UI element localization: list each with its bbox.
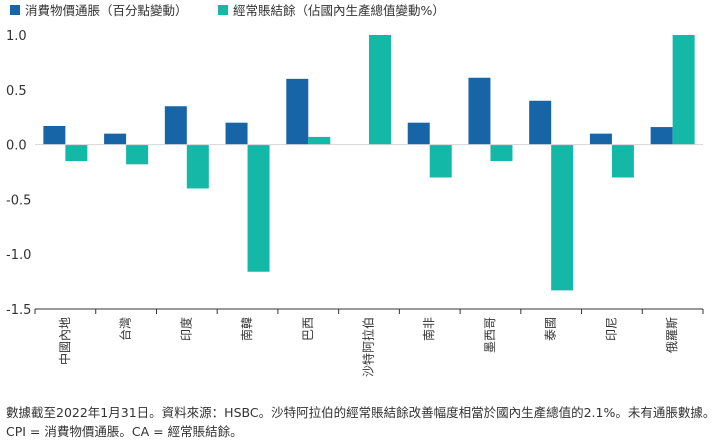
y-tick-label: 0.0 xyxy=(6,139,27,154)
category-label: 南非 xyxy=(421,317,436,341)
bar-chart: 消費物價通脹（百分點變動） 經常賬結餘（佔國內生產總值變動%） 1.0 0.5 0.0… xyxy=(6,3,704,377)
y-axis: 1.0 0.5 0.0 -0.5 -1.0 -1.5 xyxy=(6,29,31,318)
bar-cpi-9 xyxy=(589,133,612,145)
x-axis-ticks xyxy=(34,309,704,314)
bar-ca-4 xyxy=(308,136,331,145)
bar-cpi-0 xyxy=(43,125,66,145)
category-label: 中國內地 xyxy=(57,317,72,365)
bar-ca-3 xyxy=(247,144,270,272)
y-tick-label: -1.0 xyxy=(6,248,31,263)
bar-ca-9 xyxy=(611,144,634,178)
category-label: 泰國 xyxy=(544,317,558,341)
bar-ca-8 xyxy=(551,144,574,291)
bar-cpi-8 xyxy=(529,100,552,145)
legend-swatch-0 xyxy=(10,5,20,15)
legend-label-0: 消費物價通脹（百分點變動） xyxy=(25,3,188,18)
category-label: 台灣 xyxy=(118,317,133,341)
x-axis-labels: 中國內地 台灣 印度 南韓 巴西 沙特阿拉伯 南非 墨西哥 泰國 印尼 俄羅斯 xyxy=(57,317,679,377)
bar-cpi-4 xyxy=(286,78,309,145)
bars xyxy=(43,35,695,291)
legend-swatch-1 xyxy=(218,5,228,15)
legend-label-1: 經常賬結餘（佔國內生產總值變動%） xyxy=(233,3,445,18)
bar-ca-1 xyxy=(126,144,149,165)
bar-ca-7 xyxy=(490,144,513,162)
bar-cpi-2 xyxy=(164,106,187,145)
bar-ca-5 xyxy=(369,35,391,145)
legend: 消費物價通脹（百分點變動） 經常賬結餘（佔國內生產總值變動%） xyxy=(10,3,445,18)
category-label: 沙特阿拉伯 xyxy=(361,317,376,377)
y-tick-label: -0.5 xyxy=(6,193,31,208)
category-label: 印度 xyxy=(178,317,193,341)
bar-cpi-1 xyxy=(104,133,127,145)
bar-cpi-3 xyxy=(225,122,248,145)
bar-ca-10 xyxy=(672,35,695,145)
category-label: 南韓 xyxy=(239,317,254,341)
y-tick-label: -1.5 xyxy=(6,303,31,318)
bar-ca-2 xyxy=(186,144,209,189)
bar-cpi-10 xyxy=(650,127,673,145)
bar-ca-0 xyxy=(65,144,88,162)
bar-cpi-7 xyxy=(468,77,491,145)
category-label: 巴西 xyxy=(301,317,315,341)
bar-cpi-6 xyxy=(407,122,430,145)
footnote: 數據截至2022年1月31日。資料來源：HSBC。沙特阿拉伯的經常賬結餘改善幅度… xyxy=(6,405,716,439)
category-label: 俄羅斯 xyxy=(665,317,679,353)
category-label: 墨西哥 xyxy=(483,317,497,353)
y-tick-label: 0.5 xyxy=(6,84,27,99)
y-tick-label: 1.0 xyxy=(6,29,27,44)
bar-ca-6 xyxy=(429,144,452,178)
category-label: 印尼 xyxy=(604,317,618,341)
